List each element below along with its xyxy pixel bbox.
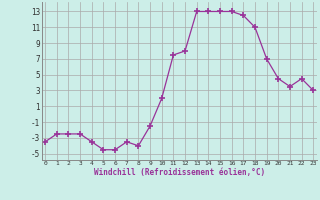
X-axis label: Windchill (Refroidissement éolien,°C): Windchill (Refroidissement éolien,°C) bbox=[94, 168, 265, 177]
